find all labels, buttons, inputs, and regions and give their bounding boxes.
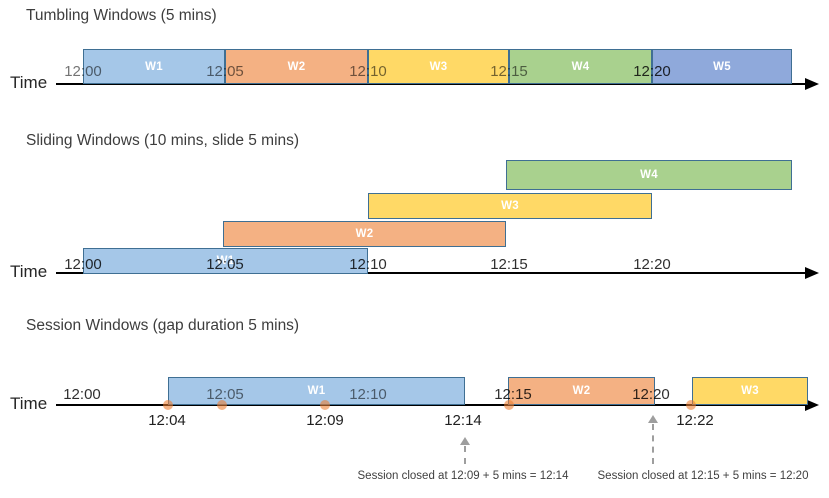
window-label: W1 (216, 255, 235, 267)
tick-label: 12:00 (63, 386, 101, 403)
window-label: W1 (307, 385, 326, 397)
event-time-label: 12:22 (676, 412, 714, 429)
window-label: W3 (501, 200, 519, 212)
timeline-axis (56, 83, 806, 85)
window-box-w1: W1 (83, 248, 368, 274)
window-box-w2: W2 (223, 221, 506, 247)
tick-label: 12:00 (64, 256, 102, 273)
time-axis-label: Time (10, 73, 48, 92)
window-box-w2: W2 (508, 377, 655, 405)
tick-label: 12:05 (206, 386, 244, 403)
section-title: Sliding Windows (10 mins, slide 5 mins) (26, 132, 300, 149)
section-title: Session Windows (gap duration 5 mins) (26, 317, 300, 334)
window-label: W4 (640, 169, 658, 181)
event-dot (217, 400, 227, 410)
window-label: W2 (572, 385, 591, 397)
event-dot (163, 400, 173, 410)
window-box-w4: W4 (506, 160, 792, 190)
timeline-arrowhead-icon (805, 267, 819, 279)
section-title: Tumbling Windows (5 mins) (26, 7, 217, 24)
event-dot (320, 400, 330, 410)
window-box-w1: W1 (168, 377, 465, 405)
tick-label: 12:00 (64, 63, 102, 80)
window-label: W2 (287, 60, 306, 73)
session-close-arrow-line (652, 424, 654, 464)
timeline-axis (56, 272, 806, 274)
session-close-arrow-icon (460, 437, 470, 445)
tick-label: 12:15 (494, 386, 532, 403)
event-dot (504, 400, 514, 410)
window-box-w3: W3 (368, 49, 509, 84)
session-close-arrow-line (464, 446, 466, 464)
window-box-w4: W4 (509, 49, 652, 84)
tick-label: 12:15 (490, 63, 528, 80)
window-box-w1: W1 (83, 49, 225, 84)
tick-label: 12:10 (349, 386, 387, 403)
event-dot (686, 400, 696, 410)
session-close-caption: Session closed at 12:09 + 5 mins = 12:14 (357, 470, 569, 482)
session-close-arrow-icon (648, 415, 658, 423)
tick-label: 12:05 (206, 63, 244, 80)
time-axis-label: Time (10, 394, 48, 413)
window-label: W1 (145, 60, 163, 73)
event-time-label: 12:14 (444, 412, 482, 429)
window-label: W3 (429, 60, 448, 73)
session-close-caption: Session closed at 12:15 + 5 mins = 12:20 (597, 470, 809, 482)
window-box-w3: W3 (692, 377, 808, 405)
tick-label: 12:10 (349, 63, 387, 80)
window-label: W4 (571, 60, 590, 73)
timeline-axis (56, 404, 806, 406)
window-box-w2: W2 (225, 49, 368, 84)
event-time-label: 12:04 (148, 412, 186, 429)
window-label: W5 (713, 60, 731, 73)
timeline-arrowhead-icon (805, 399, 819, 411)
time-axis-label: Time (10, 262, 48, 281)
event-time-label: 12:09 (306, 412, 344, 429)
tick-label: 12:05 (206, 256, 244, 273)
window-box-w3: W3 (368, 193, 652, 219)
window-label: W3 (741, 385, 759, 397)
window-box-w5: W5 (652, 49, 792, 84)
timeline-arrowhead-icon (805, 78, 819, 90)
tick-label: 12:20 (633, 63, 671, 80)
tick-label: 12:10 (349, 256, 387, 273)
tick-label: 12:20 (633, 256, 671, 273)
tick-label: 12:20 (632, 386, 670, 403)
window-label: W2 (355, 228, 374, 240)
tick-label: 12:15 (490, 256, 528, 273)
